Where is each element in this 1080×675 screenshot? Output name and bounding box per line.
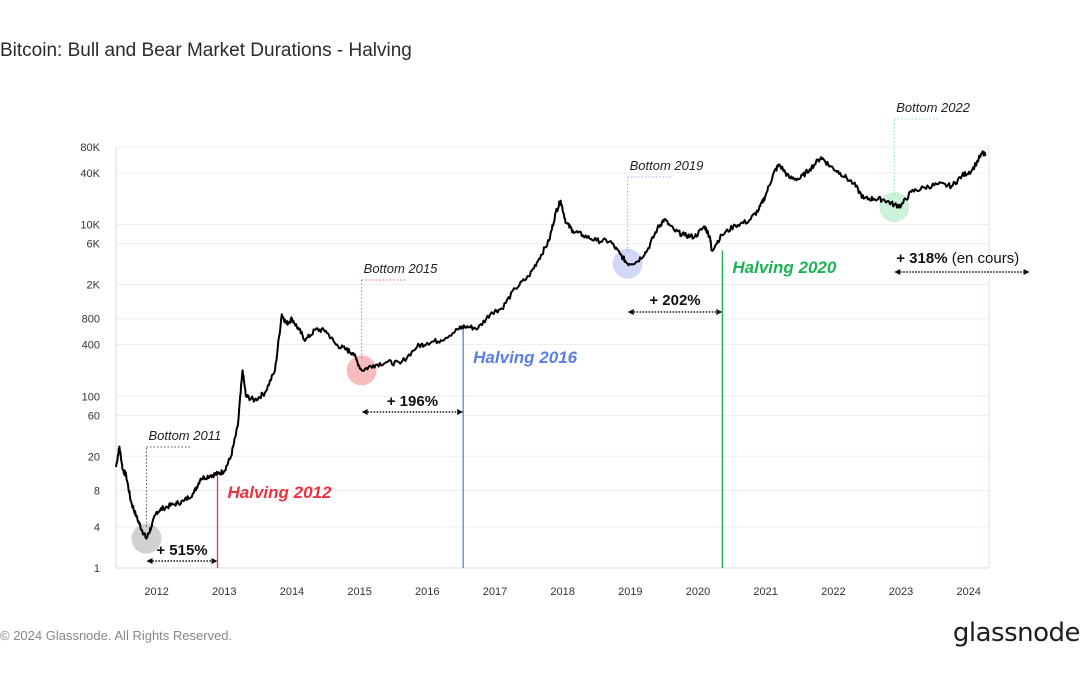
y-tick-label: 400 — [82, 340, 100, 352]
x-tick-label: 2018 — [550, 586, 574, 598]
gain-arrow-head-right — [211, 558, 218, 564]
gain-arrow-head-right — [1023, 269, 1030, 275]
gain-arrow-head-left — [146, 558, 153, 564]
bottom-label: Bottom 2011 — [148, 428, 221, 443]
x-tick-label: 2012 — [144, 586, 168, 598]
gain-arrow-head-right — [457, 409, 464, 415]
gain-arrow-head-left — [894, 269, 901, 275]
x-tick-label: 2024 — [956, 586, 980, 598]
y-tick-label: 2K — [87, 280, 101, 292]
y-tick-label: 40K — [80, 168, 100, 180]
x-tick-label: 2015 — [347, 586, 371, 598]
x-tick-label: 2019 — [618, 586, 642, 598]
x-tick-label: 2022 — [821, 586, 845, 598]
y-tick-label: 4 — [94, 522, 100, 534]
y-tick-label: 1 — [94, 563, 100, 575]
y-axis: 1 4 8 20 60 100 400 800 2K 6K 10K 40K 80K — [80, 142, 117, 575]
price-line — [115, 150, 987, 540]
x-tick-label: 2020 — [686, 586, 710, 598]
chart-grid — [116, 146, 990, 569]
x-tick-label: 2014 — [280, 586, 304, 598]
y-tick-label: 20 — [88, 451, 100, 463]
x-tick-label: 2013 — [212, 586, 236, 598]
y-tick-label: 60 — [88, 410, 100, 422]
y-tick-label: 800 — [82, 314, 100, 326]
bottom-label: Bottom 2015 — [364, 261, 438, 276]
copyright-text: © 2024 Glassnode. All Rights Reserved. — [0, 628, 233, 643]
x-tick-label: 2021 — [753, 586, 777, 598]
gain-label-suffix: (en cours) — [948, 250, 1020, 267]
gain-label: + 196% — [387, 393, 438, 410]
x-axis: 2012 2013 2014 2015 2016 2017 2018 2019 2020 2021… — [116, 567, 989, 598]
x-tick-label: 2023 — [889, 586, 913, 598]
gain-arrow-head-right — [716, 309, 723, 315]
halving-label: Halving 2020 — [732, 258, 836, 277]
gain-label: + 202% — [649, 292, 700, 309]
bottom-label: Bottom 2022 — [896, 100, 970, 115]
gain-arrow-head-left — [361, 409, 368, 415]
halving-lines — [216, 250, 724, 568]
chart-title: Bitcoin: Bull and Bear Market Durations … — [0, 40, 412, 61]
brand-logo: glassnode — [952, 618, 1080, 648]
y-tick-label: 100 — [82, 391, 100, 403]
y-tick-label: 10K — [80, 220, 100, 232]
bottom-marker — [879, 192, 910, 223]
y-tick-label: 80K — [80, 142, 100, 154]
halving-label: Halving 2012 — [228, 483, 332, 502]
gain-arrow-head-left — [627, 309, 634, 315]
gain-label: + 318% (en cours) — [896, 250, 1019, 267]
y-tick-label: 8 — [94, 485, 100, 497]
x-tick-label: 2016 — [415, 586, 439, 598]
x-tick-label: 2017 — [483, 586, 507, 598]
bottom-label: Bottom 2019 — [630, 158, 704, 173]
price-series — [115, 150, 987, 540]
annotations: Bottom 2011 Bottom 2015 Bottom 2019 Bottom … — [145, 100, 1030, 564]
y-tick-label: 6K — [87, 239, 101, 251]
halving-label: Halving 2016 — [473, 348, 577, 367]
gain-label: + 515% — [156, 542, 207, 559]
